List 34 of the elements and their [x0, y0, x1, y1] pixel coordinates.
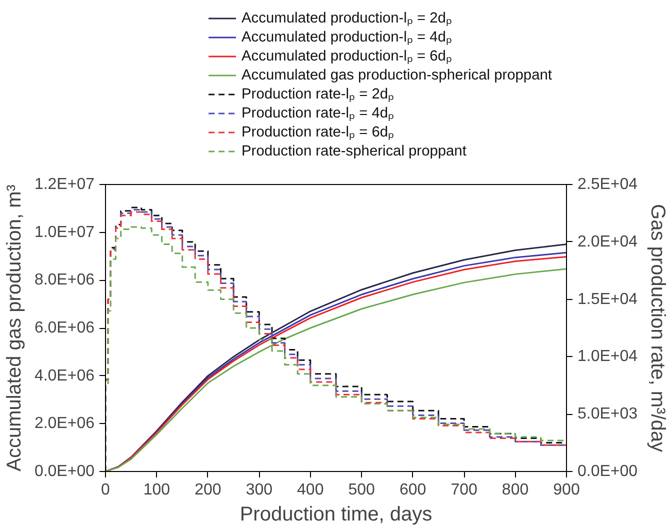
x-tick-label: 300 — [246, 482, 273, 498]
x-tick-label: 100 — [143, 482, 170, 498]
y2-axis-title: Gas production rate, m³/day — [646, 204, 669, 452]
y-tick-label: 2.0E+06 — [34, 415, 95, 432]
legend-label: Accumulated production-lₚ = 6dₚ — [242, 48, 452, 64]
legend-label: Accumulated production-lₚ = 2dₚ — [242, 10, 452, 26]
y2-tick-label: 2.0E+04 — [578, 233, 638, 250]
y2-tick-label: 5.0E+03 — [578, 406, 638, 423]
x-tick-label: 600 — [399, 482, 426, 498]
y2-tick-label: 1.5E+04 — [578, 290, 638, 308]
y-tick-label: 1.2E+07 — [34, 176, 95, 193]
y-tick-label: 8.0E+06 — [34, 272, 95, 289]
legend-label: Production rate-lₚ = 4dₚ — [242, 106, 394, 122]
y-tick-label: 6.0E+06 — [34, 320, 95, 336]
x-tick-label: 200 — [194, 482, 222, 498]
x-tick-label: 900 — [553, 482, 580, 498]
x-tick-label: 700 — [450, 482, 478, 498]
x-tick-label: 0 — [101, 482, 110, 498]
x-tick-label: 400 — [297, 482, 324, 498]
legend-label: Production rate-lₚ = 6dₚ — [242, 124, 394, 140]
x-tick-label: 500 — [348, 482, 376, 498]
y2-tick-label: 0.0E+00 — [578, 463, 638, 480]
y-axis-title: Accumulated gas production, m³ — [3, 184, 26, 472]
x-tick-label: 800 — [502, 482, 529, 498]
legend-label: Accumulated gas production-spherical proppant — [242, 68, 552, 84]
legend-label: Accumulated production-lₚ = 4dₚ — [242, 30, 452, 46]
y2-tick-label: 1.0E+04 — [578, 348, 638, 366]
y-tick-label: 1.0E+07 — [34, 224, 95, 241]
legend-label: Production rate-lₚ = 2dₚ — [242, 86, 394, 102]
x-axis-title: Production time, days — [240, 504, 432, 526]
y2-tick-label: 2.5E+04 — [578, 176, 638, 193]
y-tick-label: 0.0E+00 — [34, 463, 95, 480]
legend-label: Production rate-spherical proppant — [242, 144, 466, 160]
y-tick-label: 4.0E+06 — [34, 367, 95, 384]
